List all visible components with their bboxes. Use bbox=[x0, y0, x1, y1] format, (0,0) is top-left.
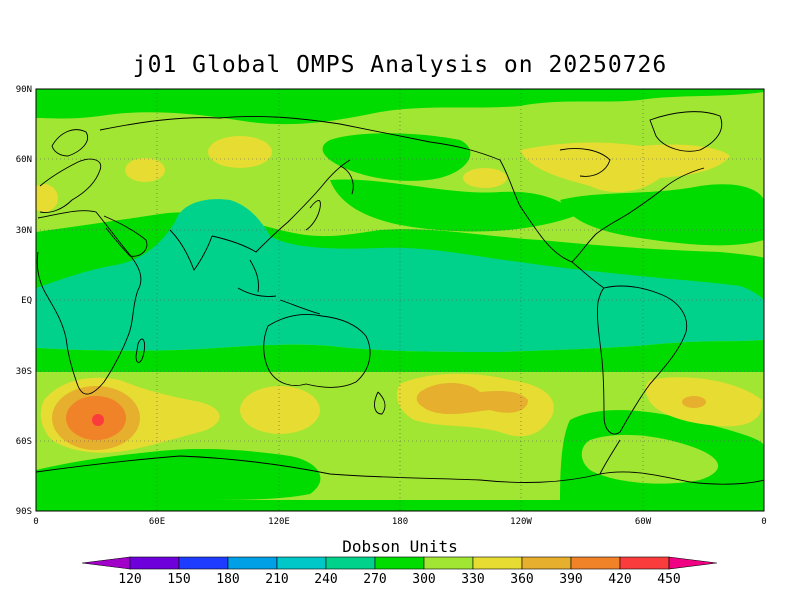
lon-label-120e: 120E bbox=[268, 517, 290, 527]
colorbar-level-label: 150 bbox=[167, 572, 190, 587]
lat-tick-labels: 90N 60N 30N EQ 30S 60S 90S bbox=[16, 85, 32, 517]
lon-label-180: 180 bbox=[392, 517, 408, 527]
lon-label-60e: 60E bbox=[149, 517, 165, 527]
contour-north-high-4 bbox=[520, 142, 730, 193]
lat-label-60s: 60S bbox=[16, 437, 32, 447]
colorbar-level-label: 300 bbox=[412, 572, 435, 587]
coastlines bbox=[36, 111, 764, 485]
colorbar-arrow-high bbox=[668, 556, 718, 570]
coastline-europe bbox=[39, 158, 102, 213]
contour-north-polar-300 bbox=[36, 89, 764, 125]
contour-north-pacific-300 bbox=[330, 179, 580, 232]
contour-south-africa-420 bbox=[92, 414, 104, 426]
lat-label-60n: 60N bbox=[16, 155, 32, 165]
contour-north-high-5 bbox=[36, 184, 58, 212]
lat-label-30n: 30N bbox=[16, 226, 32, 236]
lon-label-120w: 120W bbox=[510, 517, 532, 527]
contour-north-high-3 bbox=[463, 168, 507, 188]
map-grid bbox=[36, 89, 764, 511]
colorbar-level-label: 120 bbox=[118, 572, 141, 587]
coastline-scandinavia bbox=[51, 129, 88, 157]
map-frame bbox=[35, 88, 765, 512]
colorbar-level-label: 270 bbox=[363, 572, 386, 587]
colorbar-title: Dobson Units bbox=[342, 537, 458, 556]
coastline-central-america bbox=[571, 261, 605, 289]
coastline-antarctic-peninsula bbox=[599, 439, 621, 475]
lon-tick-labels: 0 60E 120E 180 120W 60W 0 bbox=[33, 517, 766, 527]
colorbar-swatch bbox=[570, 556, 621, 570]
colorbar-level-label: 330 bbox=[461, 572, 484, 587]
coastline-kamchatka bbox=[339, 165, 354, 195]
coastline-japan bbox=[305, 200, 321, 231]
colorbar-swatch bbox=[325, 556, 376, 570]
colorbar-swatch bbox=[276, 556, 327, 570]
lat-label-30s: 30S bbox=[16, 367, 32, 377]
colorbar-level-label: 360 bbox=[510, 572, 533, 587]
contour-north-siberia-300 bbox=[322, 133, 471, 181]
contour-south-peak-atlantic bbox=[682, 396, 706, 408]
colorbar-arrow-low bbox=[81, 556, 131, 570]
coastline-north-america bbox=[429, 141, 705, 263]
coastline-se-asia-islands bbox=[237, 259, 321, 315]
lon-label-0-right: 0 bbox=[761, 517, 766, 527]
contour-south-high-indian bbox=[240, 386, 320, 434]
coastline-new-zealand bbox=[374, 391, 386, 415]
coastline-arabia bbox=[103, 215, 148, 257]
map-title: j01 Global OMPS Analysis on 20250726 bbox=[132, 52, 668, 78]
contour-north-high-1 bbox=[208, 136, 272, 168]
coastline-antarctica bbox=[36, 455, 764, 485]
lon-label-60w: 60W bbox=[635, 517, 652, 527]
colorbar-swatch bbox=[178, 556, 229, 570]
coastline-africa bbox=[36, 210, 142, 395]
colorbar-level-label: 420 bbox=[608, 572, 631, 587]
colorbar-swatch bbox=[374, 556, 425, 570]
colorbar-level-label: 390 bbox=[559, 572, 582, 587]
lat-label-90s: 90S bbox=[16, 507, 32, 517]
lat-label-90n: 90N bbox=[16, 85, 32, 95]
coastline-hudson-greenland bbox=[559, 111, 723, 177]
coastline-madagascar bbox=[135, 338, 145, 363]
colorbar-swatch bbox=[129, 556, 180, 570]
colorbar-level-label: 180 bbox=[216, 572, 239, 587]
colorbar-swatch bbox=[521, 556, 572, 570]
colorbar-swatch bbox=[472, 556, 523, 570]
coastline-asia-east bbox=[211, 159, 351, 253]
lat-label-eq: EQ bbox=[21, 296, 32, 306]
lon-label-0-left: 0 bbox=[33, 517, 38, 527]
contour-south-peak-pacific bbox=[416, 382, 528, 415]
colorbar-swatch bbox=[423, 556, 474, 570]
colorbar-level-label: 450 bbox=[657, 572, 680, 587]
colorbar: 120 150 180 210 240 270 300 330 360 390 420 450 bbox=[81, 556, 718, 587]
colorbar-swatch bbox=[227, 556, 278, 570]
coastline-siberia-north bbox=[99, 115, 431, 143]
colorbar-level-label: 240 bbox=[314, 572, 337, 587]
coastline-australia bbox=[263, 314, 371, 388]
contour-south-subtropics-300 bbox=[36, 340, 764, 372]
coastline-south-america bbox=[597, 285, 688, 435]
colorbar-level-label: 210 bbox=[265, 572, 288, 587]
colorbar-swatch bbox=[619, 556, 670, 570]
coastline-india bbox=[169, 229, 213, 271]
contour-north-high-2 bbox=[125, 158, 165, 182]
